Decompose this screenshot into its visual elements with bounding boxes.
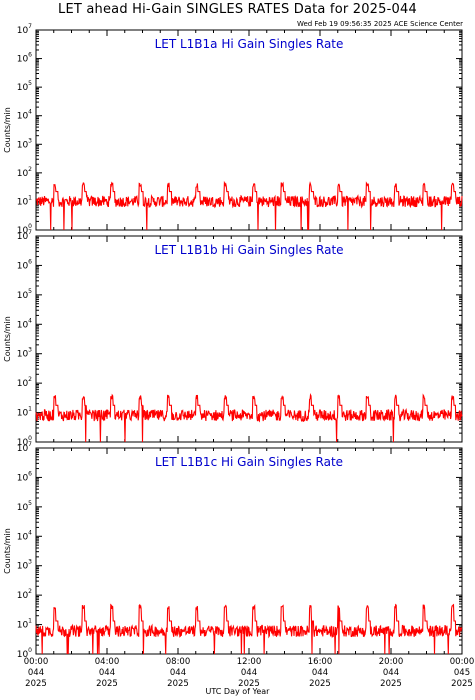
y-tick-label: 105	[17, 500, 32, 513]
x-tick-label-time: 00:00	[450, 657, 475, 667]
x-axis-label: UTC Day of Year	[205, 687, 270, 696]
x-tick-label-year: 2025	[451, 679, 473, 689]
x-tick-label-year: 2025	[25, 679, 47, 689]
generation-timestamp: Wed Feb 19 09:56:35 2025 ACE Science Cen…	[296, 20, 463, 28]
x-tick-label-doy: 044	[312, 668, 328, 678]
figure-title: LET ahead Hi-Gain SINGLES RATES Data for…	[58, 2, 417, 17]
panel-title-1: LET L1B1a Hi Gain Singles Rate	[155, 37, 344, 51]
x-tick-label-year: 2025	[309, 679, 331, 689]
y-tick-label: 101	[17, 194, 32, 207]
y-axis-label: Counts/min	[3, 316, 12, 362]
x-tick-label-time: 00:00	[24, 657, 49, 667]
y-tick-label: 104	[17, 317, 32, 330]
x-tick-label-year: 2025	[380, 679, 402, 689]
y-tick-label: 105	[17, 80, 32, 93]
y-tick-label: 106	[17, 470, 32, 483]
x-tick-label-time: 08:00	[166, 657, 191, 667]
x-tick-label-year: 2025	[96, 679, 118, 689]
y-tick-label: 102	[17, 166, 32, 179]
panel-title-2: LET L1B1b Hi Gain Singles Rate	[154, 243, 343, 257]
y-axis-label: Counts/min	[3, 107, 12, 153]
y-tick-label: 102	[17, 376, 32, 389]
y-tick-label: 101	[17, 618, 32, 631]
y-tick-label: 103	[17, 347, 32, 360]
series-trace-1	[35, 180, 463, 231]
series-trace-3	[35, 603, 463, 655]
y-tick-label: 103	[17, 137, 32, 150]
x-tick-label-time: 20:00	[379, 657, 404, 667]
x-tick-label-doy: 044	[383, 668, 399, 678]
panel-frame-3	[35, 447, 463, 655]
y-tick-label: 106	[17, 258, 32, 271]
x-tick-label-doy: 044	[28, 668, 44, 678]
y-tick-label: 103	[17, 559, 32, 572]
y-tick-label: 106	[17, 52, 32, 65]
x-tick-label-doy: 044	[241, 668, 257, 678]
series-trace-2	[35, 392, 463, 443]
y-tick-label: 104	[17, 109, 32, 122]
panel-title-3: LET L1B1c Hi Gain Singles Rate	[155, 455, 343, 469]
x-tick-label-time: 16:00	[308, 657, 333, 667]
y-tick-label: 101	[17, 406, 32, 419]
x-tick-label-time: 04:00	[95, 657, 120, 667]
y-tick-label: 107	[17, 23, 32, 36]
x-tick-label-doy: 045	[454, 668, 470, 678]
x-tick-label-year: 2025	[238, 679, 260, 689]
y-tick-label: 102	[17, 588, 32, 601]
x-tick-label-time: 12:00	[237, 657, 262, 667]
x-tick-label-year: 2025	[167, 679, 189, 689]
y-tick-label: 105	[17, 288, 32, 301]
y-tick-label: 104	[17, 529, 32, 542]
y-axis-label: Counts/min	[3, 528, 12, 574]
x-tick-label-doy: 044	[99, 668, 115, 678]
x-tick-label-doy: 044	[170, 668, 186, 678]
